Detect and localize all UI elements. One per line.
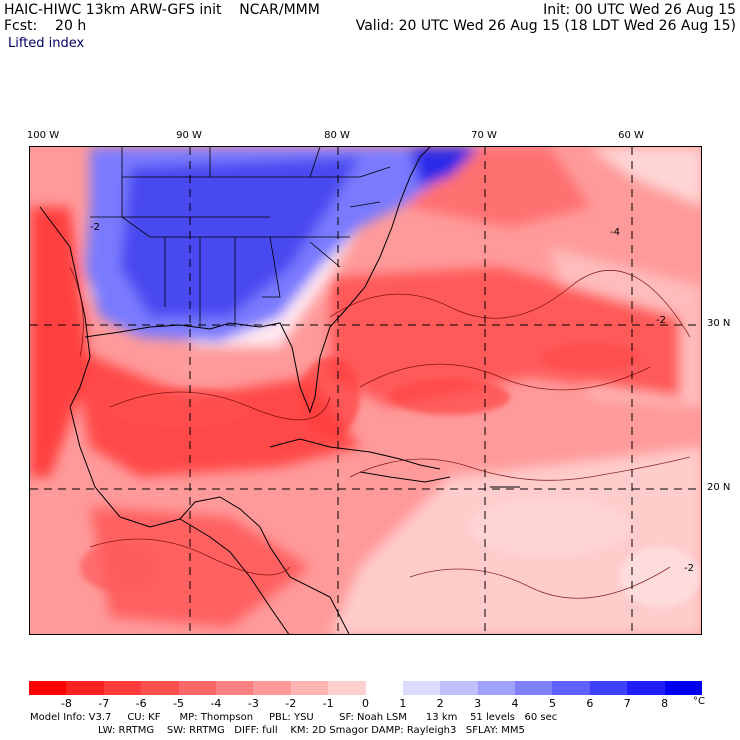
colorbar-tick-label: -8 [60,697,72,710]
colorbar-swatch [290,681,329,695]
colorbar-swatch [589,681,628,695]
model-info-line-2: LW: RRTMG SW: RRTMG DIFF: full KM: 2D Sm… [98,725,525,736]
colorbar-tick-label: -1 [322,697,334,710]
lon-label-80w: 80 W [324,130,350,141]
colorbar-swatch [664,681,703,695]
lon-label-100w: 100 W [26,130,60,141]
colorbar-swatch [440,681,479,695]
contour-label: -2 [656,315,666,326]
colorbar-unit: °C [693,696,705,707]
colorbar-swatch [328,681,366,695]
colorbar-tick-label: 0 [362,697,369,710]
colorbar-swatch [477,681,516,695]
colorbar-swatch [515,681,553,695]
colorbar-tick-label: -4 [210,697,222,710]
contour-lines [69,266,691,599]
lat-label-30n: 30 N [707,318,731,329]
colorbar-swatch [66,681,105,695]
colorbar-tick-label: -6 [135,697,147,710]
field-name: Lifted index [8,36,85,51]
lon-label-60w: 60 W [618,130,644,141]
colorbar-tick-label: 4 [511,697,519,710]
colorbar-tick-label: -7 [98,697,110,710]
colorbar-swatch [215,681,254,695]
lon-label-70w: 70 W [471,130,497,141]
colorbar-swatch [552,681,591,695]
colorbar-tick-label: 2 [436,697,444,710]
colorbar-tick-label: 7 [623,697,631,710]
colorbar-swatch [627,681,666,695]
colorbar-tick-label: -5 [173,697,185,710]
init-time: Init: 00 UTC Wed 26 Aug 15 [543,2,736,18]
lifted-index-map: -2 -4 -2 -2 [29,146,702,635]
colorbar-tick-label: -2 [285,697,297,710]
colorbar-tick-label: 8 [661,697,669,710]
lon-label-90w: 90 W [176,130,202,141]
political-borders [90,147,391,327]
colorbar-tick-label: 3 [474,697,482,710]
colorbar-swatch [253,681,292,695]
colorbar-tick-label: -3 [247,697,259,710]
map-canvas: -2 -4 -2 -2 [30,147,701,634]
forecast-hour: Fcst: 20 h [4,18,87,34]
colorbar-tick-label: 1 [399,697,407,710]
colorbar [29,681,703,695]
valid-time: Valid: 20 UTC Wed 26 Aug 15 (18 LDT Wed … [355,18,736,34]
lat-lon-grid [30,147,701,634]
colorbar-swatch [178,681,217,695]
contour-label: -2 [684,563,694,574]
coastlines [39,147,520,634]
colorbar-tick-label: 5 [548,697,556,710]
colorbar-swatch [29,681,67,695]
colorbar-swatch [103,681,142,695]
colorbar-swatch [402,681,441,695]
contour-label: -4 [610,227,620,238]
colorbar-swatch [365,681,404,695]
model-title: HAIC-HIWC 13km ARW-GFS init NCAR/MMM [4,2,320,18]
colorbar-swatch [141,681,180,695]
contour-label: -2 [90,222,100,233]
lat-label-20n: 20 N [707,482,731,493]
model-info-line-1: Model Info: V3.7 CU: KF MP: Thompson PBL… [30,712,558,723]
colorbar-tick-label: 6 [586,697,594,710]
